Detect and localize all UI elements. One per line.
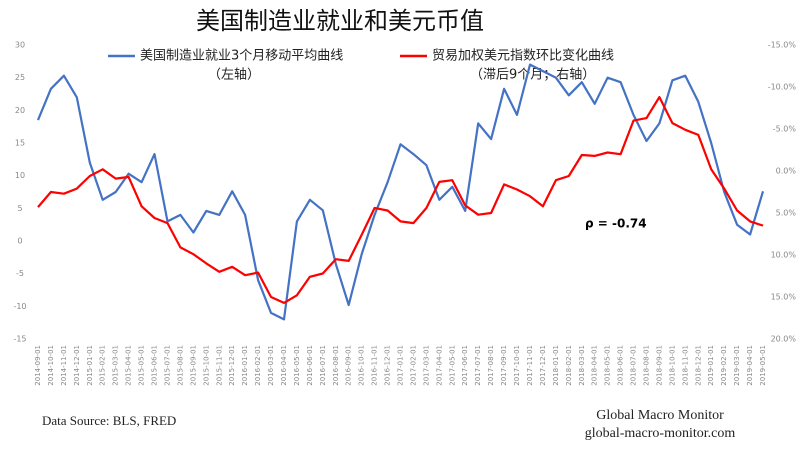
x-tick-label: 2017-10-01 bbox=[513, 345, 521, 386]
source: Data Source: BLS, FRED bbox=[42, 413, 176, 428]
x-tick-label: 2016-02-01 bbox=[254, 345, 262, 386]
x-tick-label: 2015-10-01 bbox=[202, 345, 210, 386]
legend-note: （左轴） bbox=[208, 68, 260, 83]
y2-tick-label: -10.0% bbox=[768, 83, 797, 92]
x-tick-label: 2017-04-01 bbox=[435, 345, 443, 386]
x-tick-label: 2016-09-01 bbox=[345, 345, 353, 386]
y-tick-label: 25 bbox=[15, 73, 25, 82]
x-tick-label: 2017-01-01 bbox=[397, 345, 405, 386]
x-tick-label: 2017-07-01 bbox=[474, 345, 482, 386]
x-tick-label: 2017-09-01 bbox=[500, 345, 508, 386]
x-tick-label: 2018-02-01 bbox=[565, 345, 573, 386]
y2-tick-label: 15.0% bbox=[771, 293, 797, 302]
x-tick-label: 2014-11-01 bbox=[60, 345, 68, 386]
y-tick-label: 5 bbox=[17, 204, 22, 213]
y-tick-label: 20 bbox=[15, 106, 25, 115]
y2-tick-label: 10.0% bbox=[771, 251, 797, 260]
x-tick-label: 2016-06-01 bbox=[306, 345, 314, 386]
website: global-macro-monitor.com bbox=[585, 426, 736, 441]
x-tick-label: 2019-03-01 bbox=[733, 345, 741, 386]
y2-tick-label: -5.0% bbox=[773, 125, 797, 134]
x-tick-label: 2016-05-01 bbox=[293, 345, 301, 386]
y-tick-label: 10 bbox=[15, 171, 25, 180]
x-tick-label: 2018-07-01 bbox=[630, 345, 638, 386]
legend-note: （滞后9个月；右轴） bbox=[470, 68, 595, 83]
x-tick-label: 2015-07-01 bbox=[163, 345, 171, 386]
x-tick-label: 2018-11-01 bbox=[681, 345, 689, 386]
x-tick-label: 2015-02-01 bbox=[99, 345, 107, 386]
x-tick-label: 2017-12-01 bbox=[539, 345, 547, 386]
x-tick-label: 2015-05-01 bbox=[138, 345, 146, 386]
series-line bbox=[36, 63, 765, 321]
x-tick-label: 2017-06-01 bbox=[461, 345, 469, 386]
x-tick-label: 2015-03-01 bbox=[112, 345, 120, 386]
x-tick-label: 2018-05-01 bbox=[604, 345, 612, 386]
x-tick-label: 2016-12-01 bbox=[384, 345, 392, 386]
y2-tick-label: -15.0% bbox=[768, 41, 797, 50]
x-tick-label: 2016-01-01 bbox=[241, 345, 249, 386]
y-tick-label: 15 bbox=[15, 139, 25, 148]
x-tick-label: 2016-08-01 bbox=[332, 345, 340, 386]
x-tick-label: 2017-03-01 bbox=[422, 345, 430, 386]
legend-label: 美国制造业就业3个月移动平均曲线 bbox=[140, 49, 343, 64]
x-tick-label: 2018-12-01 bbox=[694, 345, 702, 386]
chart-title: 美国制造业就业和美元币值 bbox=[196, 7, 484, 35]
x-tick-label: 2017-05-01 bbox=[448, 345, 456, 386]
x-tick-label: 2014-12-01 bbox=[73, 345, 81, 386]
y-tick-label: -15 bbox=[13, 335, 26, 344]
x-tick-label: 2017-02-01 bbox=[409, 345, 417, 386]
x-tick-label: 2018-06-01 bbox=[617, 345, 625, 386]
x-tick-label: 2016-11-01 bbox=[371, 345, 379, 386]
x-tick-label: 2016-07-01 bbox=[319, 345, 327, 386]
x-tick-label: 2015-04-01 bbox=[125, 345, 133, 386]
x-tick-label: 2015-06-01 bbox=[151, 345, 159, 386]
x-tick-label: 2015-01-01 bbox=[86, 345, 94, 386]
x-tick-label: 2019-01-01 bbox=[707, 345, 715, 386]
x-tick-label: 2016-04-01 bbox=[280, 345, 288, 386]
x-tick-label: 2014-10-01 bbox=[47, 345, 55, 386]
x-tick-label: 2018-03-01 bbox=[578, 345, 586, 386]
y-tick-label: -5 bbox=[16, 269, 24, 278]
x-tick-label: 2015-09-01 bbox=[189, 345, 197, 386]
y-tick-label: 30 bbox=[15, 41, 25, 50]
x-tick-label: 2017-11-01 bbox=[526, 345, 534, 386]
x-tick-label: 2018-01-01 bbox=[552, 345, 560, 386]
y-tick-label: -10 bbox=[13, 302, 26, 311]
x-tick-label: 2019-05-01 bbox=[759, 345, 767, 386]
x-tick-label: 2015-12-01 bbox=[228, 345, 236, 386]
annotation: ρ = -0.74 bbox=[585, 217, 647, 231]
y2-tick-label: 5.0% bbox=[776, 209, 797, 218]
x-tick-label: 2018-09-01 bbox=[655, 345, 663, 386]
y2-tick-label: 0.0% bbox=[776, 167, 797, 176]
x-tick-label: 2018-08-01 bbox=[642, 345, 650, 386]
series-line bbox=[37, 96, 764, 304]
x-tick-label: 2018-04-01 bbox=[591, 345, 599, 386]
x-tick-label: 2016-10-01 bbox=[358, 345, 366, 386]
x-tick-label: 2015-08-01 bbox=[176, 345, 184, 386]
brand: Global Macro Monitor bbox=[596, 408, 724, 423]
x-tick-label: 2016-03-01 bbox=[267, 345, 275, 386]
x-tick-label: 2019-02-01 bbox=[720, 345, 728, 386]
x-tick-label: 2018-10-01 bbox=[668, 345, 676, 386]
x-tick-label: 2017-08-01 bbox=[487, 345, 495, 386]
x-tick-label: 2019-04-01 bbox=[746, 345, 754, 386]
y-tick-label: 0 bbox=[17, 237, 22, 246]
x-tick-label: 2015-11-01 bbox=[215, 345, 223, 386]
legend-label: 贸易加权美元指数环比变化曲线 bbox=[432, 48, 614, 64]
y2-tick-label: 20.0% bbox=[771, 335, 797, 344]
x-tick-label: 2014-09-01 bbox=[34, 345, 42, 386]
